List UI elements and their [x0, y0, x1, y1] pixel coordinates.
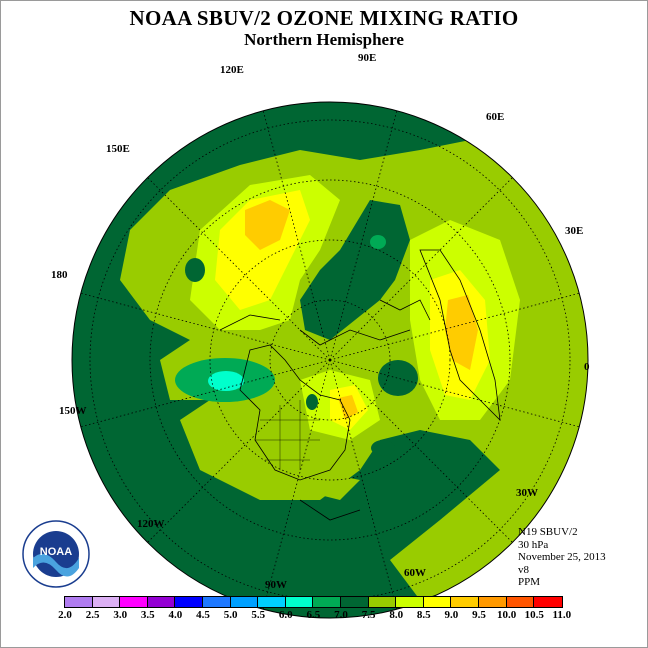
band-6-0-pacific-low	[208, 371, 244, 391]
colorbar-swatch	[258, 597, 286, 607]
us-state-borders	[255, 400, 320, 470]
colorbar-tick-label: 10.5	[524, 609, 544, 621]
band-6-5-center	[370, 235, 386, 249]
lon-label-90e: 90E	[358, 52, 377, 64]
meridian-line	[262, 110, 331, 361]
meridian-line	[262, 359, 331, 610]
colorbar-tick-label: 11.0	[552, 609, 572, 621]
band-7-0-island-1	[378, 360, 418, 396]
lon-label-180: 180	[51, 269, 68, 281]
info-date: November 25, 2013	[518, 551, 606, 563]
lon-label-60e: 60E	[486, 111, 505, 123]
colorbar-swatch	[65, 597, 93, 607]
colorbar-swatch	[175, 597, 203, 607]
colorbar-swatch	[120, 597, 148, 607]
colorbar-swatch	[230, 597, 259, 607]
colorbar-tick-label: 4.5	[196, 609, 210, 621]
colorbar-swatch	[451, 597, 479, 607]
colorbar-tick-label: 3.0	[113, 609, 128, 621]
band-7-0-island-3	[371, 440, 395, 456]
info-level: 30 hPa	[518, 538, 549, 551]
band-9-0-east	[445, 295, 478, 370]
colorbar-tick-label: 3.5	[140, 609, 155, 621]
info-units: PPM	[518, 576, 541, 588]
colorbar-tick-label: 8.0	[389, 609, 404, 621]
lon-label-60w: 60W	[404, 567, 426, 579]
colorbar-tick-label: 7.0	[334, 609, 348, 621]
meridian-line	[147, 177, 331, 361]
meridian-line	[329, 359, 580, 428]
colorbar-tick-label: 10.0	[496, 609, 517, 621]
lon-label-150w: 150W	[59, 405, 87, 417]
lon-label-150e: 150E	[106, 143, 130, 155]
colorbar-swatch	[202, 597, 231, 607]
colorbar-tick-label: 7.5	[361, 609, 376, 621]
colorbar-swatch	[423, 597, 452, 607]
colorbar-swatch	[313, 597, 341, 607]
meridian-line	[329, 110, 398, 361]
meridian-line	[329, 359, 513, 543]
meridian-line	[329, 177, 513, 361]
meridian-line	[329, 359, 398, 610]
colorbar-tick-label: 9.5	[472, 609, 486, 621]
colorbar-tick-label: 2.5	[85, 609, 100, 621]
colorbar-swatch	[147, 597, 176, 607]
graticule	[80, 110, 580, 610]
meridian-line	[329, 292, 580, 361]
colorbar-swatch	[506, 597, 535, 607]
colorbar-tick-label: 5.0	[223, 609, 238, 621]
colorbar-tick-label: 6.5	[306, 609, 321, 621]
meridian-line	[147, 359, 331, 543]
meridian-line	[80, 359, 331, 428]
colorbar	[64, 596, 563, 608]
map-boundary	[71, 101, 589, 619]
band-7-0-island-4	[306, 394, 318, 410]
colorbar-swatch	[534, 597, 562, 607]
colorbar-tick-label: 5.5	[251, 609, 266, 621]
colorbar-tick-label: 6.0	[278, 609, 293, 621]
info-version: v8	[518, 563, 529, 576]
colorbar-swatch	[340, 597, 369, 607]
lon-label-120e: 120E	[220, 64, 244, 76]
colorbar-tick-label: 9.0	[444, 609, 459, 621]
meridian-line	[80, 292, 331, 361]
band-7-5-southwest	[200, 400, 360, 500]
noaa-logo: NOAA	[22, 520, 90, 588]
colorbar-tick-label: 2.0	[58, 609, 72, 621]
colorbar-tick-label: 8.5	[416, 609, 431, 621]
lon-label-30e: 30E	[565, 225, 584, 237]
colorbar-swatch	[478, 597, 507, 607]
info-satellite: N19 SBUV/2	[518, 526, 578, 538]
colorbar-swatch	[368, 597, 397, 607]
colorbar-tick-label: 4.0	[168, 609, 183, 621]
colorbar-swatch	[92, 597, 121, 607]
lon-label-30w: 30W	[516, 487, 538, 499]
band-9-0-north	[245, 200, 290, 250]
band-9-0-central	[338, 395, 358, 420]
colorbar-swatch	[396, 597, 424, 607]
lon-label-120w: 120W	[137, 518, 165, 530]
info-block: N19 SBUV/2 30 hPa November 25, 2013 v8 P…	[518, 526, 606, 589]
colorbar-swatch	[285, 597, 314, 607]
band-7-0-center	[300, 200, 410, 340]
noaa-logo-text: NOAA	[40, 546, 72, 558]
band-7-0-island-2	[185, 258, 205, 282]
map-subtitle: Northern Hemisphere	[244, 30, 404, 49]
map-title: NOAA SBUV/2 OZONE MIXING RATIO	[129, 6, 519, 30]
lon-label-0: 0	[584, 361, 590, 373]
lon-label-90w: 90W	[265, 579, 287, 591]
